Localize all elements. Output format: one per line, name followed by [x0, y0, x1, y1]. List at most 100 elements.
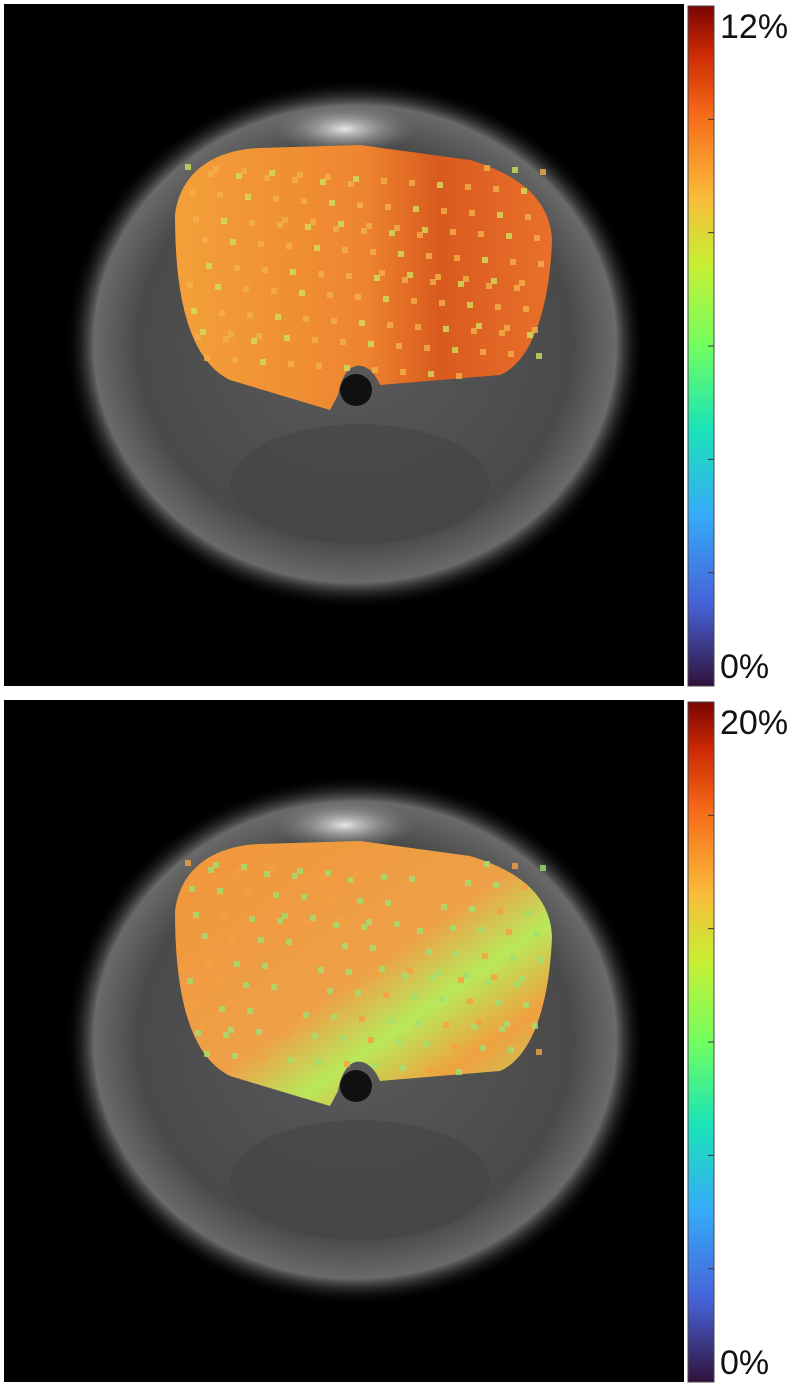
- voxel: [463, 276, 469, 282]
- voxel: [521, 884, 527, 890]
- voxel: [471, 1024, 477, 1030]
- voxel: [286, 243, 292, 249]
- voxel: [402, 277, 408, 283]
- voxel: [215, 284, 221, 290]
- voxel: [202, 933, 208, 939]
- voxel: [249, 916, 255, 922]
- voxel: [508, 351, 514, 357]
- voxel: [534, 235, 540, 241]
- voxel: [312, 1033, 318, 1039]
- voxel: [331, 1014, 337, 1020]
- voxel: [452, 347, 458, 353]
- voxel: [493, 186, 499, 192]
- voxel: [348, 877, 354, 883]
- voxel: [312, 337, 318, 343]
- voxel: [402, 973, 408, 979]
- voxel: [236, 869, 242, 875]
- voxel: [510, 955, 516, 961]
- voxel: [456, 1069, 462, 1075]
- voxel: [305, 920, 311, 926]
- voxel: [333, 226, 339, 232]
- voxel: [389, 230, 395, 236]
- voxel: [264, 175, 270, 181]
- voxel: [333, 922, 339, 928]
- voxel: [213, 862, 219, 868]
- voxel: [458, 281, 464, 287]
- voxel: [441, 208, 447, 214]
- voxel: [249, 220, 255, 226]
- voxel: [286, 939, 292, 945]
- voxel: [260, 359, 266, 365]
- voxel: [189, 886, 195, 892]
- voxel: [195, 334, 201, 340]
- voxel: [223, 336, 229, 342]
- voxel: [223, 1032, 229, 1038]
- voxel: [463, 972, 469, 978]
- voxel: [506, 929, 512, 935]
- voxel: [536, 1049, 542, 1055]
- voxel: [471, 328, 477, 334]
- voxel: [443, 1022, 449, 1028]
- voxel: [527, 1028, 533, 1034]
- voxel: [314, 245, 320, 251]
- voxel: [200, 1025, 206, 1031]
- voxel: [200, 329, 206, 335]
- voxel: [424, 345, 430, 351]
- voxel: [394, 921, 400, 927]
- voxel: [499, 330, 505, 336]
- voxel: [415, 324, 421, 330]
- voxel: [435, 970, 441, 976]
- voxel: [189, 190, 195, 196]
- voxel: [480, 1045, 486, 1051]
- voxel: [359, 320, 365, 326]
- voxel: [185, 860, 191, 866]
- voxel: [409, 876, 415, 882]
- voxel: [327, 292, 333, 298]
- voxel: [247, 312, 253, 318]
- voxel: [325, 174, 331, 180]
- voxel: [439, 996, 445, 1002]
- voxel: [288, 361, 294, 367]
- voxel: [245, 194, 251, 200]
- voxel: [215, 980, 221, 986]
- voxel: [329, 896, 335, 902]
- voxel: [407, 272, 413, 278]
- voxel: [428, 371, 434, 377]
- voxel: [424, 1041, 430, 1047]
- voxel: [497, 212, 503, 218]
- voxel: [383, 296, 389, 302]
- voxel: [277, 222, 283, 228]
- voxel: [396, 1039, 402, 1045]
- voxel: [540, 169, 546, 175]
- voxel: [504, 325, 510, 331]
- voxel: [232, 1053, 238, 1059]
- voxel: [348, 181, 354, 187]
- colorbar-min-label: 0%: [720, 648, 769, 686]
- voxel: [538, 957, 544, 963]
- voxel: [357, 898, 363, 904]
- voxel: [482, 257, 488, 263]
- voxel: [340, 1035, 346, 1041]
- voxel: [428, 1067, 434, 1073]
- voxel: [284, 335, 290, 341]
- voxel: [450, 229, 456, 235]
- voxel: [251, 338, 257, 344]
- voxel: [510, 259, 516, 265]
- hole: [340, 1070, 372, 1102]
- voxel: [305, 224, 311, 230]
- voxel: [290, 269, 296, 275]
- voxel: [493, 882, 499, 888]
- voxel: [258, 241, 264, 247]
- voxel: [504, 1021, 510, 1027]
- voxel: [213, 166, 219, 172]
- voxel: [206, 263, 212, 269]
- voxel: [523, 306, 529, 312]
- voxel: [204, 355, 210, 361]
- voxel: [195, 1030, 201, 1036]
- voxel: [338, 917, 344, 923]
- voxel: [400, 369, 406, 375]
- jaw: [230, 424, 490, 544]
- voxel: [241, 864, 247, 870]
- voxel: [303, 316, 309, 322]
- voxel: [486, 283, 492, 289]
